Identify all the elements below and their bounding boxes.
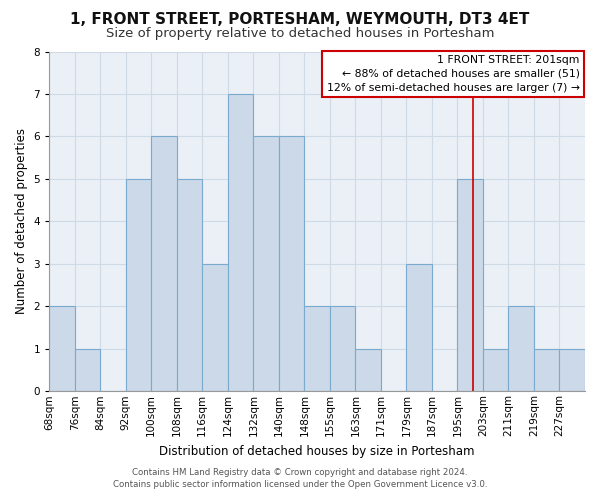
Bar (228, 94, 253, 392)
Bar (253, 136, 279, 392)
Bar (75, 349, 100, 392)
Bar (406, 264, 432, 392)
Bar (49, 306, 75, 392)
Bar (508, 306, 534, 392)
Text: Size of property relative to detached houses in Portesham: Size of property relative to detached ho… (106, 28, 494, 40)
Bar (202, 264, 228, 392)
Y-axis label: Number of detached properties: Number of detached properties (15, 128, 28, 314)
Bar (177, 179, 202, 392)
X-axis label: Distribution of detached houses by size in Portesham: Distribution of detached houses by size … (160, 444, 475, 458)
Bar (457, 179, 483, 392)
Bar (559, 349, 585, 392)
Bar (355, 349, 381, 392)
Bar (534, 349, 559, 392)
Text: Contains HM Land Registry data © Crown copyright and database right 2024.
Contai: Contains HM Land Registry data © Crown c… (113, 468, 487, 489)
Text: 1, FRONT STREET, PORTESHAM, WEYMOUTH, DT3 4ET: 1, FRONT STREET, PORTESHAM, WEYMOUTH, DT… (70, 12, 530, 28)
Bar (126, 179, 151, 392)
Bar (151, 136, 177, 392)
Text: 1 FRONT STREET: 201sqm
← 88% of detached houses are smaller (51)
12% of semi-det: 1 FRONT STREET: 201sqm ← 88% of detached… (326, 55, 580, 93)
Bar (483, 349, 508, 392)
Bar (330, 306, 355, 392)
Bar (279, 136, 304, 392)
Bar (304, 306, 330, 392)
